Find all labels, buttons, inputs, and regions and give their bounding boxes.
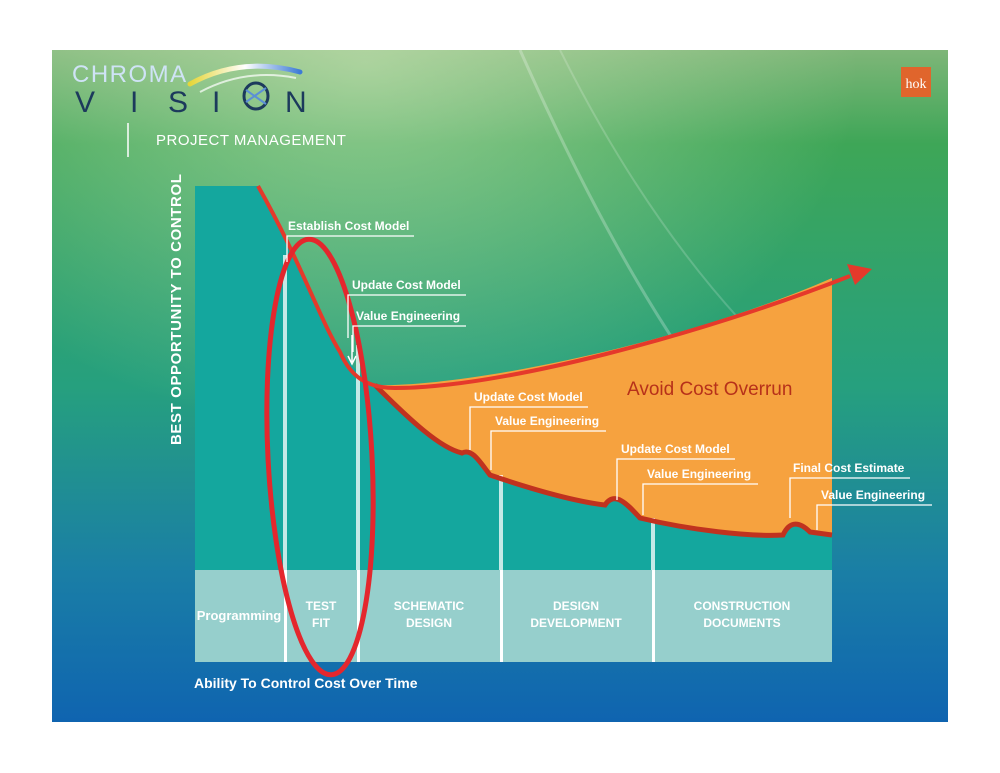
logo-word-bottom-left: V [75, 86, 95, 119]
milestone-callout: Value Engineering [642, 467, 758, 515]
control-area [195, 186, 832, 570]
milestone-label: Establish Cost Model [288, 219, 409, 233]
logo-swoosh-icon [187, 63, 303, 87]
x-axis-label: Ability To Control Cost Over Time [194, 675, 418, 691]
phase-label: FIT [312, 616, 331, 630]
milestone-label: Final Cost Estimate [793, 461, 905, 475]
y-axis-label: BEST OPPORTUNITY TO CONTROL [168, 174, 185, 446]
phase-separator [284, 570, 287, 662]
milestone-callout: Update Cost Model [347, 278, 466, 338]
milestone-callout: Value Engineering [816, 488, 932, 530]
milestone-label: Update Cost Model [352, 278, 461, 292]
phase-separator [357, 570, 360, 662]
phase-label: DESIGN [553, 599, 599, 613]
phase-divider [356, 345, 360, 662]
phase-label: DEVELOPMENT [530, 616, 622, 630]
milestone-label: Update Cost Model [621, 442, 730, 456]
milestone-label: Update Cost Model [474, 390, 583, 404]
phase-separator [652, 570, 655, 662]
phase-separator [500, 570, 503, 662]
milestone-callout: Value Engineering [490, 414, 606, 470]
header-subtitle: PROJECT MANAGEMENT [156, 132, 346, 149]
logo-word-bottom-left: I [130, 86, 138, 119]
slide: CHROMA V I S I N hok PROJECT MANAGEMENT … [52, 50, 948, 722]
test-fit-highlight [264, 236, 376, 678]
arrow-down-icon [347, 335, 357, 366]
milestone-label: Value Engineering [495, 414, 599, 428]
phase-label: SCHEMATIC [394, 599, 465, 613]
milestone-callout: Value Engineering [352, 309, 466, 352]
overrun-arrow-line [256, 185, 851, 391]
milestone-callout: Update Cost Model [616, 442, 735, 500]
logo-swoosh-icon [199, 74, 297, 93]
light-streak [518, 50, 682, 351]
milestone-label: Value Engineering [647, 467, 751, 481]
milestone-callout: Final Cost Estimate [789, 461, 910, 518]
phase-label: CONSTRUCTION [694, 599, 791, 613]
logo-word-bottom-left: I [212, 86, 220, 119]
phase-label: DESIGN [406, 616, 452, 630]
milestone-callout: Update Cost Model [469, 390, 588, 450]
logo-globe-icon [242, 81, 270, 111]
brand-mark [901, 67, 931, 97]
logo-word-bottom-left: S [168, 86, 188, 119]
logo-word-top: CHROMA [72, 61, 188, 88]
logo-word-bottom-right: N [285, 86, 307, 119]
cost-curve [373, 383, 833, 538]
arrowhead-icon [847, 264, 872, 285]
milestone-label: Value Engineering [821, 488, 925, 502]
phase-divider [499, 475, 503, 662]
milestone-callout: Establish Cost Model [286, 219, 414, 262]
diagram-canvas: CHROMA V I S I N hok PROJECT MANAGEMENT … [52, 50, 948, 722]
phase-label: Programming [197, 608, 282, 623]
phase-label: DOCUMENTS [703, 616, 780, 630]
overrun-region-label: Avoid Cost Overrun [627, 379, 792, 400]
phase-divider [283, 255, 287, 662]
milestone-label: Value Engineering [356, 309, 460, 323]
light-streak [559, 50, 741, 321]
phase-label: TEST [306, 599, 337, 613]
brand-mark-text: hok [906, 77, 927, 92]
